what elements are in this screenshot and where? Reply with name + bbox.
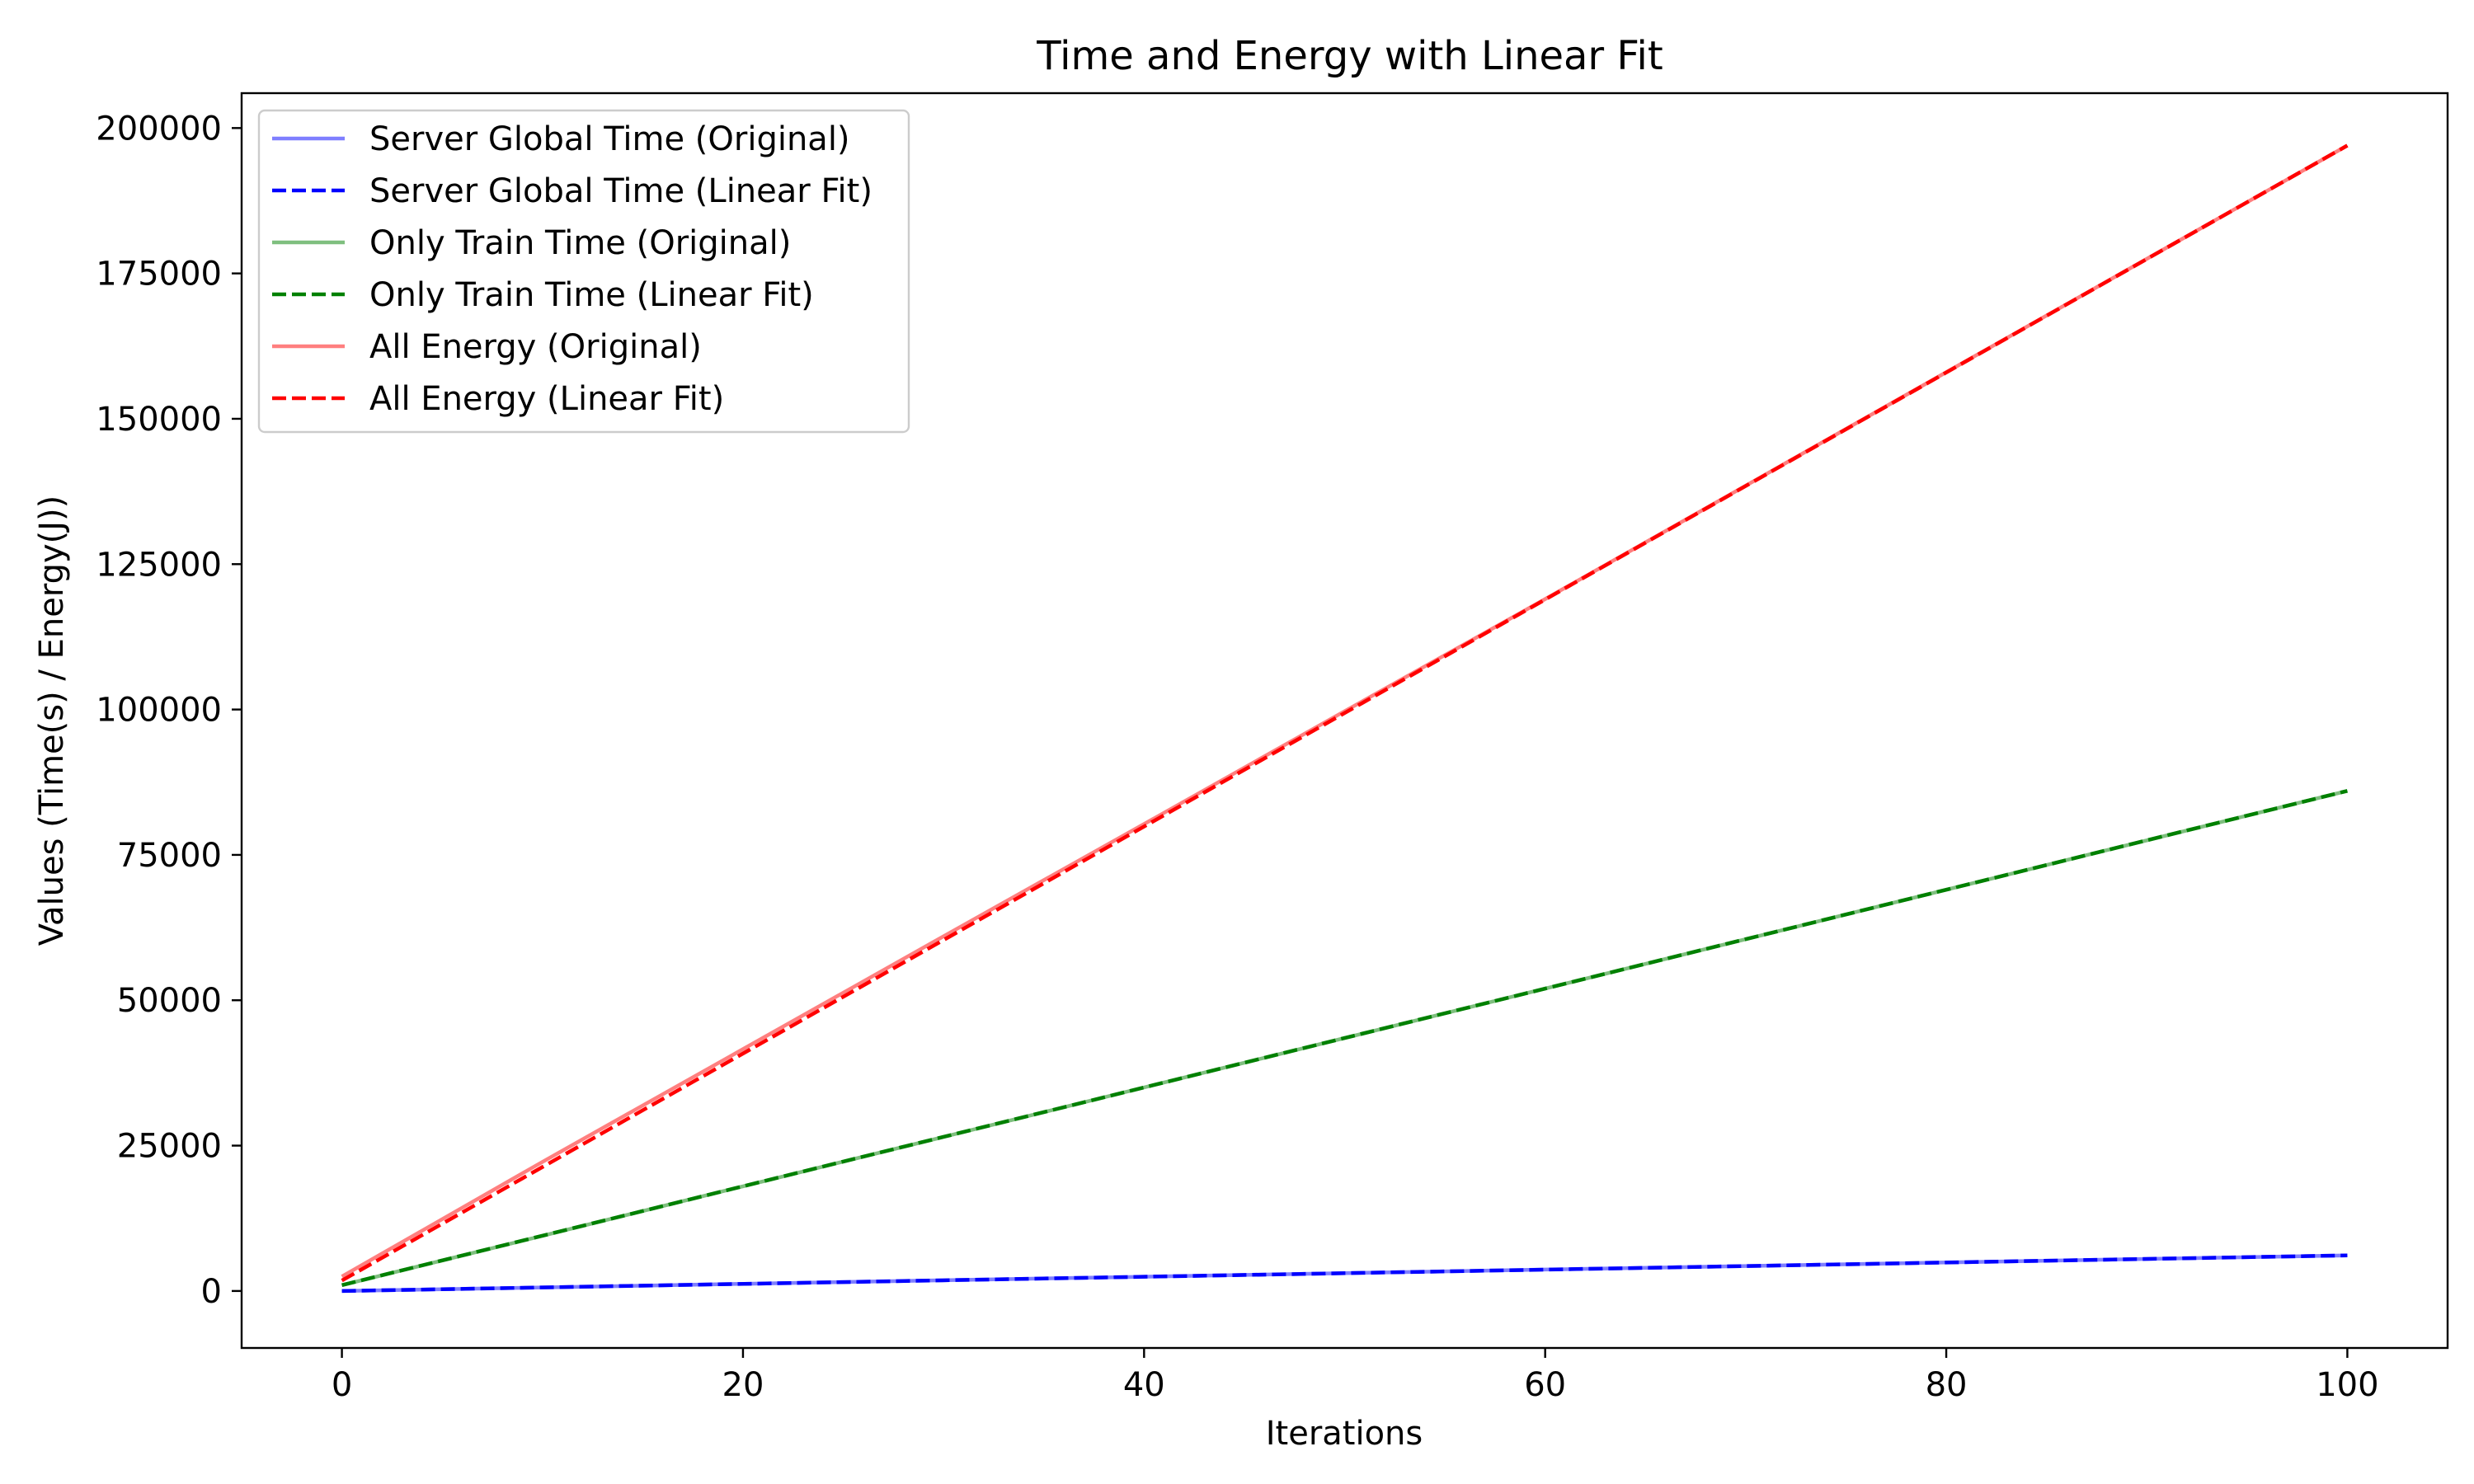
y-tick-label: 50000 xyxy=(117,982,222,1020)
legend-label: Server Global Time (Linear Fit) xyxy=(369,172,872,210)
y-axis: 0 25000 50000 75000 100000 125000 150000 175000… xyxy=(96,110,242,1311)
x-axis: 0 20 40 60 80 100 xyxy=(332,1348,2379,1404)
series-line-1 xyxy=(341,1253,2348,1294)
chart-title: Time and Energy with Linear Fit xyxy=(1036,33,1663,79)
y-tick-label: 125000 xyxy=(96,546,222,584)
plot-frame xyxy=(240,92,2449,1350)
y-tick-label: 100000 xyxy=(96,692,222,730)
x-axis-label: Iterations xyxy=(1266,1415,1423,1453)
y-tick-label: 25000 xyxy=(117,1128,222,1166)
y-tick-label: 0 xyxy=(201,1273,222,1311)
legend-label: All Energy (Linear Fit) xyxy=(369,380,724,418)
series-line-3 xyxy=(341,789,2348,1287)
y-axis-label: Values (Time(s) / Energy(J)) xyxy=(33,495,71,946)
legend: Server Global Time (Original) Server Glob… xyxy=(257,109,910,434)
x-tick-label: 60 xyxy=(1524,1366,1566,1404)
legend-label: Server Global Time (Original) xyxy=(369,120,850,158)
x-tick-label: 20 xyxy=(722,1366,764,1404)
plot-area xyxy=(240,92,2449,1350)
x-tick-label: 40 xyxy=(1123,1366,1165,1404)
legend-box xyxy=(257,109,910,434)
y-tick-label: 175000 xyxy=(96,256,222,294)
x-tick-label: 80 xyxy=(1926,1366,1968,1404)
legend-label: Only Train Time (Original) xyxy=(369,224,791,262)
legend-label: Only Train Time (Linear Fit) xyxy=(369,276,814,314)
y-tick-label: 75000 xyxy=(117,837,222,875)
x-tick-label: 100 xyxy=(2316,1366,2378,1404)
series-line-5 xyxy=(341,143,2349,1283)
y-tick-label: 150000 xyxy=(96,401,222,439)
y-tick-label: 200000 xyxy=(96,110,222,148)
x-tick-label: 0 xyxy=(332,1366,352,1404)
series-lines xyxy=(341,143,2349,1294)
legend-label: All Energy (Original) xyxy=(369,328,702,366)
